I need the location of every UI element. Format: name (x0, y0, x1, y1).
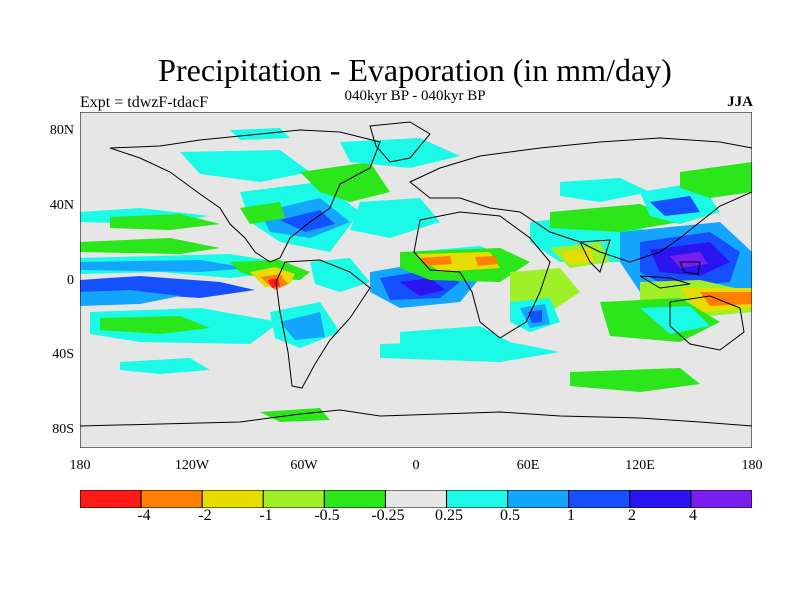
map-panel (80, 112, 752, 448)
chart-subtitle: 040kyr BP - 040kyr BP (344, 88, 486, 104)
colorbar-label: 0.5 (500, 507, 520, 524)
lon-label-60w: 60W (290, 458, 318, 473)
colorbar-label: -4 (137, 507, 151, 524)
experiment-label: Expt = tdwzF-tdacF (80, 94, 209, 111)
lat-label-eq: 0 (67, 273, 74, 288)
colorbar-label: -2 (198, 507, 212, 524)
colorbar-swatch (384, 490, 448, 508)
field-anomalies (80, 128, 752, 422)
lon-label-60e: 60E (516, 458, 540, 473)
colorbar-swatch (568, 490, 631, 508)
colorbar-swatch (629, 490, 692, 508)
colorbar-swatch (140, 490, 203, 508)
colorbar-swatch (446, 490, 509, 508)
lat-label-40n: 40N (49, 198, 74, 213)
lon-label-0: 0 (412, 458, 420, 473)
lon-label-180w: 180 (69, 458, 91, 473)
lon-label-180e: 180 (741, 458, 763, 473)
colorbar (80, 490, 752, 508)
colorbar-label: 4 (689, 507, 697, 524)
colorbar-swatch (690, 490, 752, 508)
colorbar-label: 2 (628, 507, 636, 524)
lon-label-120e: 120E (625, 458, 655, 473)
colorbar-label: -0.25 (371, 507, 405, 524)
colorbar-swatch (80, 490, 142, 508)
coastlines (80, 121, 752, 427)
chart-title: Precipitation - Evaporation (in mm/day) (158, 52, 672, 88)
lat-label-40s: 40S (52, 347, 74, 362)
colorbar-label: -1 (259, 507, 273, 524)
colorbar-label: 1 (567, 507, 575, 524)
lat-label-80s: 80S (52, 422, 74, 437)
lon-label-120w: 120W (174, 458, 210, 473)
colorbar-swatch (323, 490, 386, 508)
colorbar-label: 0.25 (435, 507, 463, 524)
season-label: JJA (727, 94, 753, 110)
lat-label-80n: 80N (49, 123, 74, 138)
colorbar-swatch (262, 490, 325, 508)
colorbar-swatch (507, 490, 570, 508)
colorbar-swatch (201, 490, 264, 508)
colorbar-label: -0.5 (314, 507, 340, 524)
